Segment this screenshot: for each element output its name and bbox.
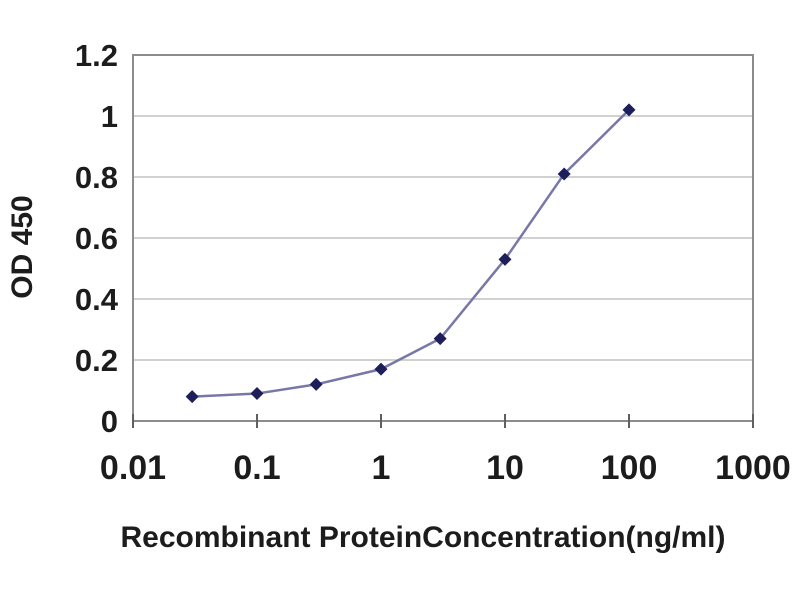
- data-point-diamond: [374, 362, 388, 376]
- y-tick-label: 1.2: [75, 38, 118, 73]
- x-tick-label: 1: [372, 449, 391, 487]
- data-point-diamond: [185, 390, 199, 404]
- x-tick-label: 10: [486, 449, 524, 487]
- y-tick-label: 0.8: [75, 160, 118, 195]
- series-line: [192, 109, 630, 398]
- y-axis-title: OD 450: [6, 195, 39, 298]
- x-tick-label: 0.01: [100, 449, 166, 487]
- data-point-diamond: [622, 103, 636, 117]
- chart-plot-area: 0 0.2 0.4 0.6 0.8 1 1.2 0.01 0.1 1 10 100 1000: [75, 38, 791, 487]
- x-axis-title: Recombinant ProteinConcentration(ng/ml): [120, 521, 725, 554]
- plot-border: [132, 54, 754, 422]
- data-point-diamond: [309, 377, 323, 391]
- y-tick-label: 1: [101, 99, 118, 134]
- y-tick-label: 0: [101, 404, 118, 439]
- y-tick-label: 0.6: [75, 221, 118, 256]
- x-tick-label: 1000: [715, 449, 791, 487]
- data-point-diamond: [433, 332, 447, 346]
- data-point-diamond: [498, 252, 512, 266]
- x-tick-label: 0.1: [233, 449, 280, 487]
- y-tick-label: 0.4: [75, 282, 119, 317]
- data-point-diamond: [557, 167, 571, 181]
- y-tick-label: 0.2: [75, 343, 118, 378]
- data-point-diamond: [250, 387, 264, 401]
- x-tick-label: 100: [601, 449, 658, 487]
